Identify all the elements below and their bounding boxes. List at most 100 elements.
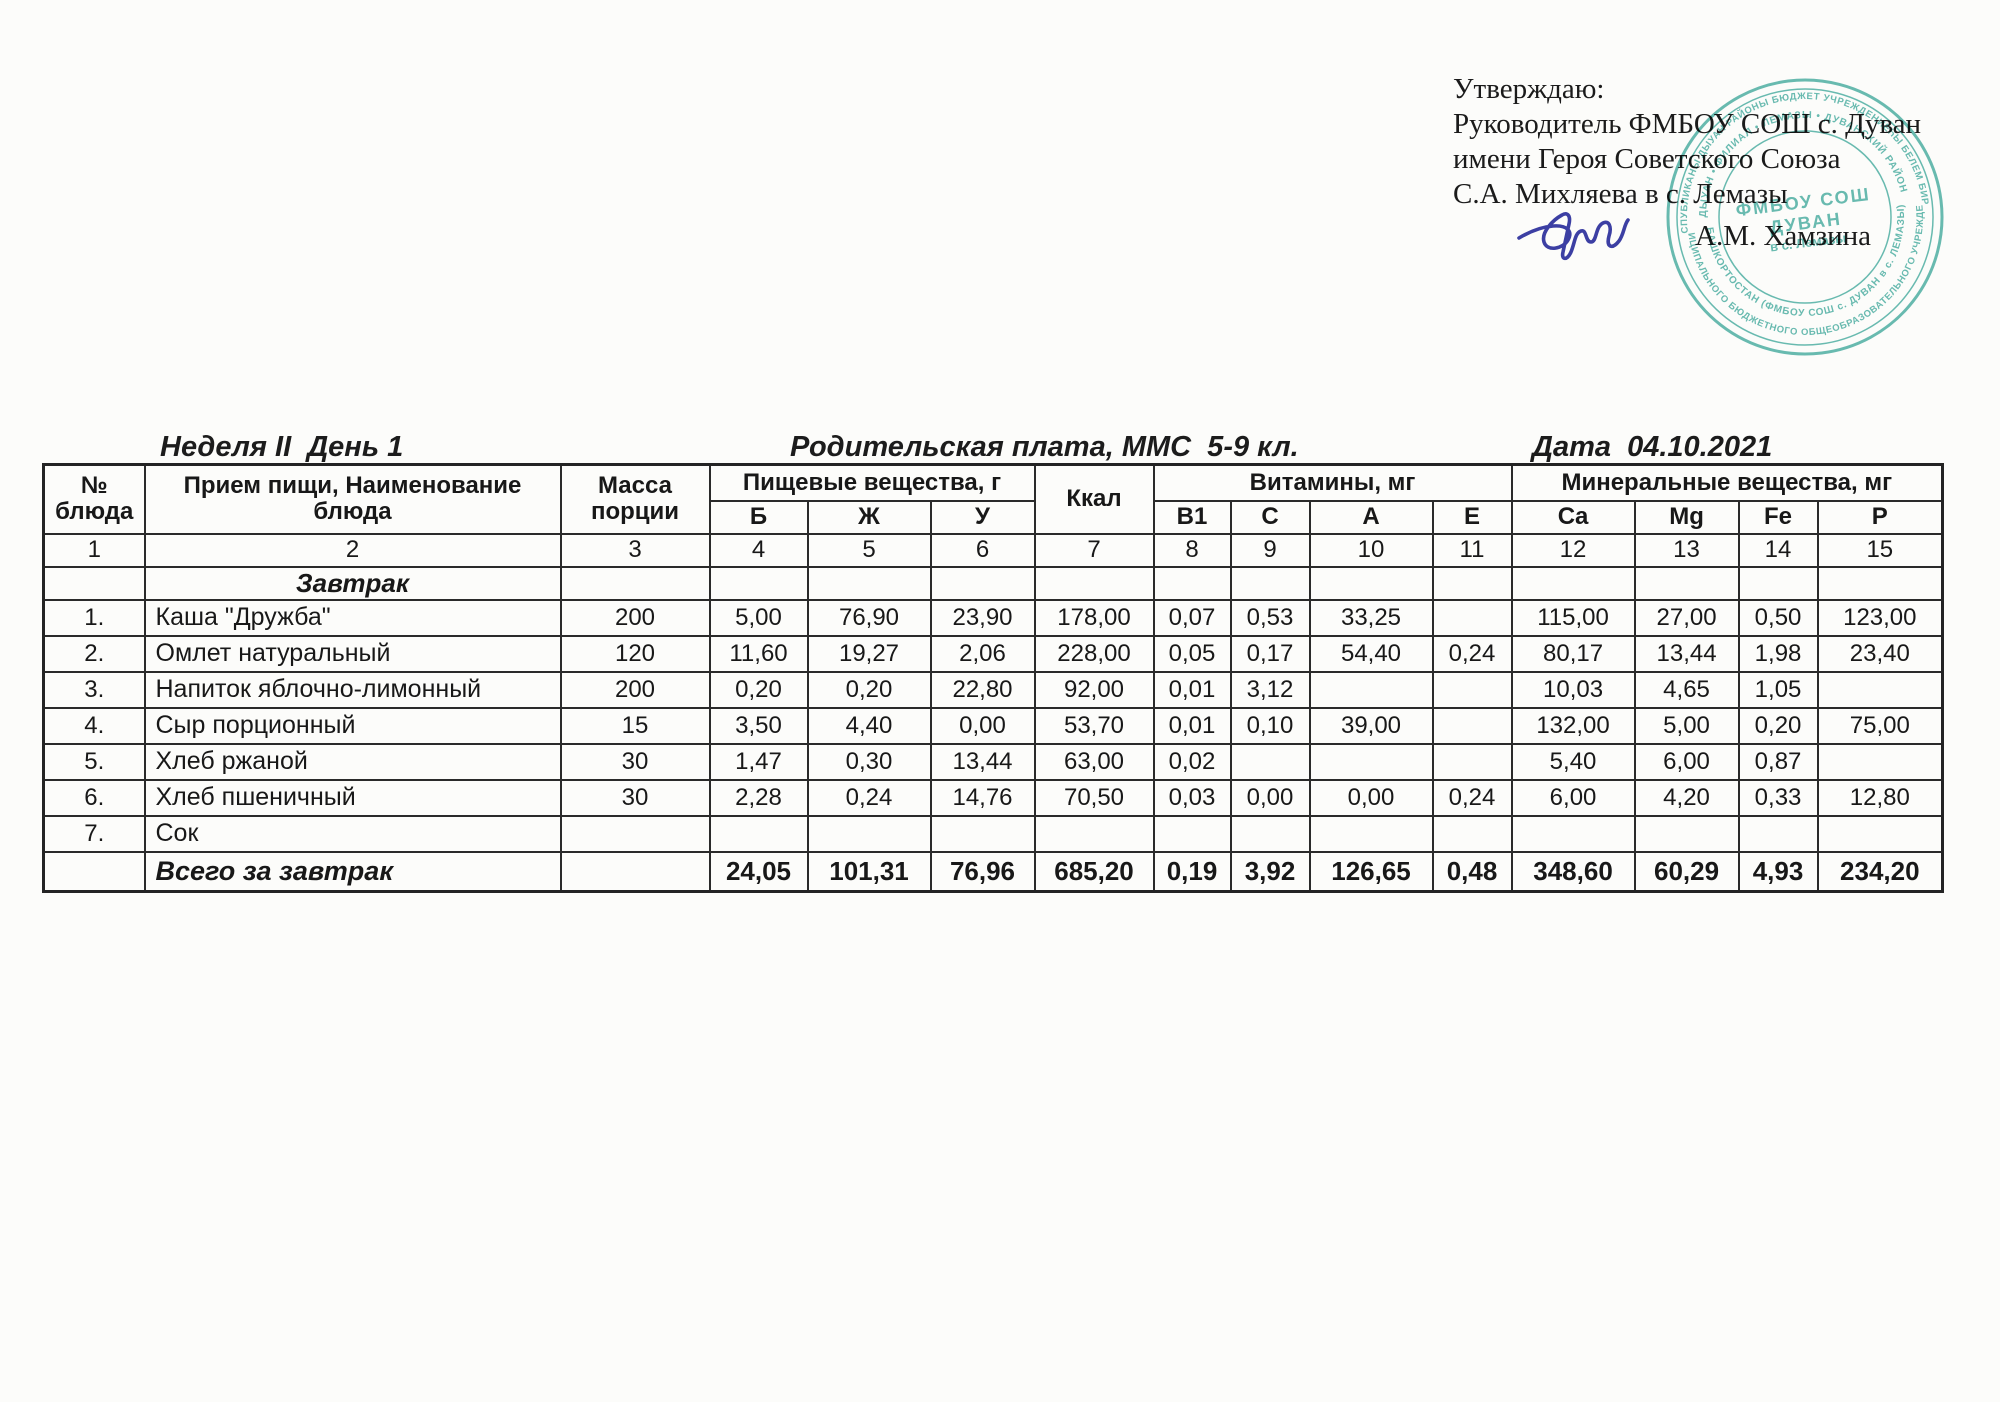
- empty-cell: [559, 565, 711, 601]
- cell-mass: 30: [559, 742, 711, 781]
- cell-fat: 0,30: [806, 742, 932, 781]
- cell-dish-name: Сок: [143, 814, 562, 853]
- table-row: 6. Хлеб пшеничный 30 2,28 0,24 14,76 70,…: [42, 778, 1944, 817]
- cell-carbs: [929, 814, 1036, 853]
- col-index: 12: [1510, 532, 1636, 568]
- cell-a: [1308, 670, 1434, 709]
- cell-fe: 0,50: [1737, 598, 1819, 637]
- cell-protein: 3,50: [708, 706, 809, 745]
- cell-mass: 200: [559, 598, 711, 637]
- cell-fat: 0,20: [806, 670, 932, 709]
- cell-p: 75,00: [1816, 706, 1944, 745]
- approval-line: имени Героя Советского Союза: [1453, 143, 1841, 175]
- col-index: 1: [42, 532, 146, 568]
- empty-cell: [1431, 565, 1513, 601]
- col-index: 15: [1816, 532, 1944, 568]
- col-group-minerals: Минеральные вещества, мг: [1510, 463, 1944, 502]
- cell-fat: 76,90: [806, 598, 932, 637]
- table-row: 1. Каша "Дружба" 200 5,00 76,90 23,90 17…: [42, 598, 1944, 637]
- table-row: 4. Сыр порционный 15 3,50 4,40 0,00 53,7…: [42, 706, 1944, 745]
- cell-kcal: 685,20: [1033, 850, 1155, 892]
- cell-c: [1229, 814, 1311, 853]
- cell-mg: [1633, 814, 1740, 853]
- cell-carbs: 22,80: [929, 670, 1036, 709]
- cell-b1: 0,07: [1152, 598, 1232, 637]
- cell-protein: 1,47: [708, 742, 809, 781]
- cell-mass: [559, 814, 711, 853]
- cell-c: 0,53: [1229, 598, 1311, 637]
- school-stamp: РЕСПУБЛИКАНЫ ДЫУАН РАЙОНЫ БЮДЖЕТ УЧРЕЖДЕ…: [1660, 72, 1944, 356]
- col-index: 7: [1033, 532, 1155, 568]
- col-header-mg: Mg: [1633, 499, 1740, 535]
- cell-p: 23,40: [1816, 634, 1944, 673]
- cell-c: 0,10: [1229, 706, 1311, 745]
- empty-cell: [1633, 565, 1740, 601]
- menu-table: № блюда Прием пищи, Наименование блюда М…: [42, 463, 1945, 893]
- table-row: 5. Хлеб ржаной 30 1,47 0,30 13,44 63,00 …: [42, 742, 1944, 781]
- cell-fat: 19,27: [806, 634, 932, 673]
- cell-a: 39,00: [1308, 706, 1434, 745]
- cell-ca: 6,00: [1510, 778, 1636, 817]
- approval-line: Утверждаю:: [1453, 73, 1605, 105]
- cell-e: 0,24: [1431, 634, 1513, 673]
- total-row: Всего за завтрак 24,05 101,31 76,96 685,…: [42, 850, 1944, 892]
- cell-ca: 132,00: [1510, 706, 1636, 745]
- cell-kcal: 70,50: [1033, 778, 1155, 817]
- cell-dish-number: 1.: [42, 598, 146, 637]
- empty-cell: [1308, 565, 1434, 601]
- cell-c: 0,00: [1229, 778, 1311, 817]
- cell-mg: 4,20: [1633, 778, 1740, 817]
- cell-b1: 0,05: [1152, 634, 1232, 673]
- cell-fe: [1737, 814, 1819, 853]
- cell-fe: 4,93: [1737, 850, 1819, 892]
- cell-dish-name: Хлеб ржаной: [143, 742, 562, 781]
- col-index: 10: [1308, 532, 1434, 568]
- cell-c: 0,17: [1229, 634, 1311, 673]
- payment-class-title: Родительская плата, ММС 5-9 кл.: [790, 431, 1299, 463]
- col-index: 8: [1152, 532, 1232, 568]
- col-index: 14: [1737, 532, 1819, 568]
- cell-e: [1431, 598, 1513, 637]
- col-header-ca: Ca: [1510, 499, 1636, 535]
- cell-fat: 101,31: [806, 850, 932, 892]
- approval-line: Руководитель ФМБОУ СОШ с. Дуван: [1453, 108, 1922, 140]
- col-header-fat: Ж: [806, 499, 932, 535]
- cell-fe: 0,20: [1737, 706, 1819, 745]
- meal-section-title: Завтрак: [143, 565, 562, 601]
- cell-carbs: 2,06: [929, 634, 1036, 673]
- cell-ca: 10,03: [1510, 670, 1636, 709]
- header-row-subcolumns: Б Ж У B1 C A E Ca Mg Fe P: [44, 499, 1944, 535]
- col-header-b1: B1: [1152, 499, 1232, 535]
- cell-protein: 5,00: [708, 598, 809, 637]
- cell-fe: 1,05: [1737, 670, 1819, 709]
- col-index: 2: [143, 532, 562, 568]
- cell-fe: 0,33: [1737, 778, 1819, 817]
- cell-c: 3,12: [1229, 670, 1311, 709]
- table-row: 2. Омлет натуральный 120 11,60 19,27 2,0…: [42, 634, 1944, 673]
- col-header-protein: Б: [708, 499, 809, 535]
- cell-kcal: 53,70: [1033, 706, 1155, 745]
- cell-p: 12,80: [1816, 778, 1944, 817]
- cell-p: [1816, 742, 1944, 781]
- empty-cell: [806, 565, 932, 601]
- cell-e: [1431, 814, 1513, 853]
- cell-fat: 0,24: [806, 778, 932, 817]
- total-label: Всего за завтрак: [143, 850, 562, 892]
- cell-ca: [1510, 814, 1636, 853]
- empty-cell: [1152, 565, 1232, 601]
- cell-mg: 4,65: [1633, 670, 1740, 709]
- col-group-nutrients: Пищевые вещества, г: [708, 463, 1036, 502]
- cell-mass: [559, 850, 711, 892]
- cell-dish-number: 2.: [42, 634, 146, 673]
- cell-a: 126,65: [1308, 850, 1434, 892]
- cell-ca: 80,17: [1510, 634, 1636, 673]
- empty-cell: [929, 565, 1036, 601]
- empty-cell: [708, 565, 809, 601]
- stamp-inner-ring: [1718, 130, 1892, 304]
- cell-carbs: 14,76: [929, 778, 1036, 817]
- cell-mass: 30: [559, 778, 711, 817]
- col-index: 9: [1229, 532, 1311, 568]
- col-header-e: E: [1431, 499, 1513, 535]
- col-group-vitamins: Витамины, мг: [1152, 463, 1513, 502]
- cell-protein: [708, 814, 809, 853]
